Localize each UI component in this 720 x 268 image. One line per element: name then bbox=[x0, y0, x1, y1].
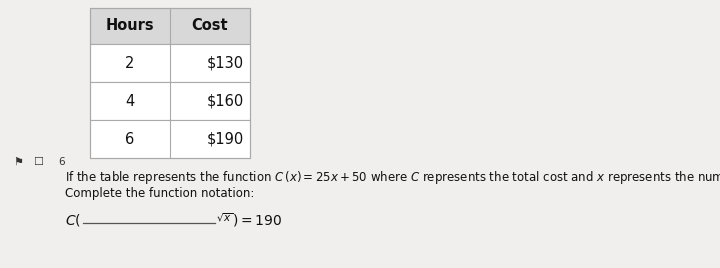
Bar bbox=[90, 44, 250, 82]
Text: ⚑: ⚑ bbox=[13, 157, 23, 167]
Text: $C($: $C($ bbox=[65, 212, 81, 228]
Text: $160: $160 bbox=[207, 94, 244, 109]
Text: Cost: Cost bbox=[192, 18, 228, 34]
Bar bbox=[90, 8, 250, 158]
Text: 2: 2 bbox=[125, 55, 135, 70]
Text: 4: 4 bbox=[125, 94, 135, 109]
Text: 6: 6 bbox=[58, 157, 65, 167]
Text: $190: $190 bbox=[207, 132, 244, 147]
Bar bbox=[90, 82, 250, 120]
Text: $) = 190$: $) = 190$ bbox=[232, 212, 282, 228]
Text: $130: $130 bbox=[207, 55, 244, 70]
Text: Hours: Hours bbox=[106, 18, 154, 34]
Bar bbox=[90, 120, 250, 158]
Bar bbox=[90, 8, 250, 44]
Text: 6: 6 bbox=[125, 132, 135, 147]
Text: ☐: ☐ bbox=[33, 157, 43, 167]
Text: $\sqrt{x}$: $\sqrt{x}$ bbox=[216, 212, 233, 224]
Text: If the table represents the function $C\,(x) = 25x + 50$ where $C$ represents th: If the table represents the function $C\… bbox=[65, 169, 720, 187]
Text: Complete the function notation:: Complete the function notation: bbox=[65, 188, 254, 200]
